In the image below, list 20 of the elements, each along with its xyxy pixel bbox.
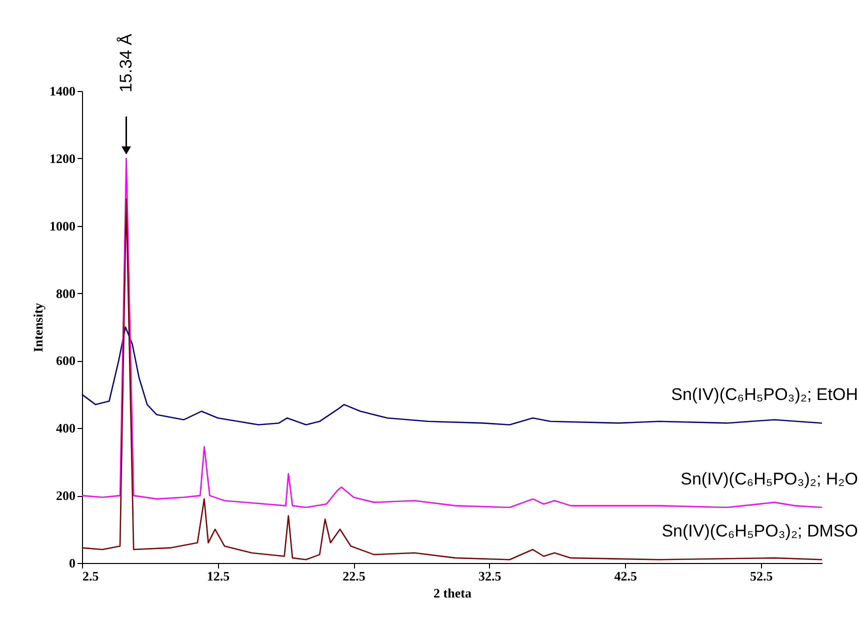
x-tick-label: 2.5 (82, 568, 100, 584)
y-tick-label: 1000 (50, 218, 76, 234)
series-label: Sn(IV)(C₆H₅PO₃)₂; EtOH (671, 385, 858, 404)
series-label: Sn(IV)(C₆H₅PO₃)₂; DMSO (662, 522, 858, 541)
series-label: Sn(IV)(C₆H₅PO₃)₂; H₂O (680, 469, 858, 488)
y-tick-label: 800 (56, 286, 76, 301)
x-axis-title: 2 theta (434, 586, 472, 600)
x-tick-label: 22.5 (342, 568, 366, 584)
y-tick-label: 200 (56, 488, 76, 504)
x-tick-label: 32.5 (478, 568, 502, 584)
annotation: 15.34 Å (116, 33, 136, 92)
x-tick-label: 42.5 (614, 568, 638, 584)
y-tick-label: 400 (56, 420, 76, 436)
y-tick-label: 600 (56, 353, 76, 368)
x-tick-label: 52.5 (750, 568, 774, 584)
y-axis-title: Intensity (30, 302, 46, 352)
y-tick-label: 0 (69, 556, 76, 570)
y-tick-label: 1200 (50, 150, 76, 166)
y-tick-label: 1400 (50, 84, 76, 98)
x-tick-label: 12.5 (206, 568, 230, 584)
